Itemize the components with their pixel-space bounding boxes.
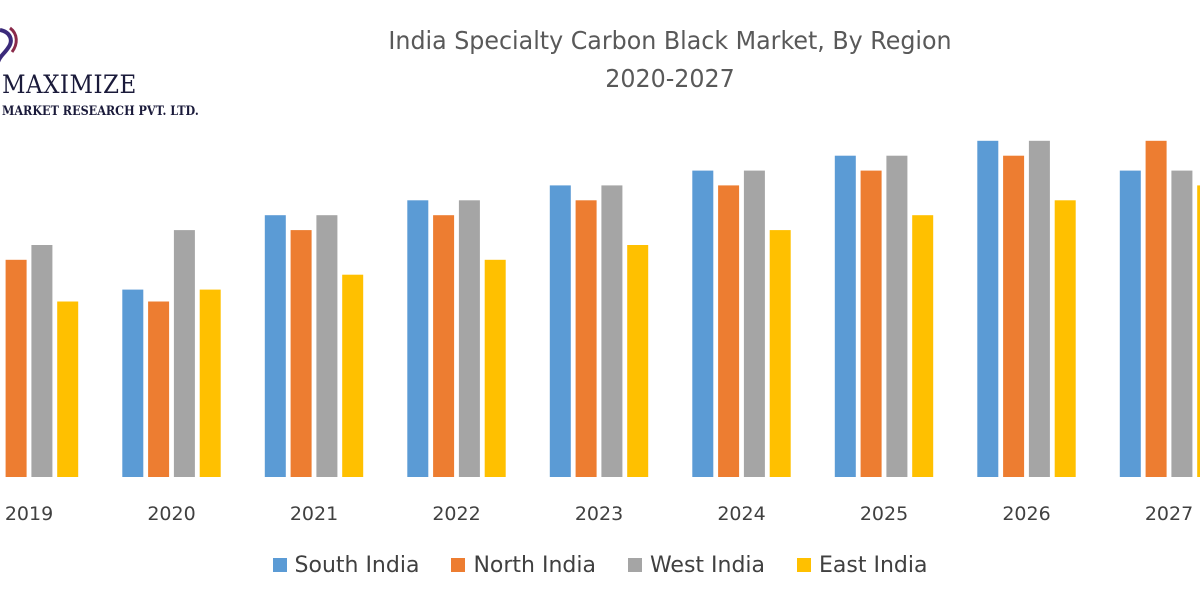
bar-west-india-2026 — [1028, 140, 1050, 478]
legend-swatch — [627, 558, 642, 572]
x-axis-ticks: 2019 2020 2021 2022 2023 2024 2025 2026 2027 — [5, 503, 1193, 525]
bar-east-india-2019 — [57, 301, 79, 477]
x-tick-label: 2025 — [860, 503, 908, 525]
bar-south-india-2025 — [834, 155, 856, 477]
x-tick-label: 2020 — [147, 503, 195, 525]
x-tick-label: 2019 — [5, 503, 53, 525]
bar-west-india-2019 — [31, 245, 53, 477]
bar-north-india-2020 — [148, 301, 170, 477]
legend-item: East India — [797, 553, 927, 578]
legend-label: North India — [473, 553, 596, 578]
bar-north-india-2023 — [575, 200, 597, 478]
x-tick-label: 2026 — [1002, 503, 1050, 525]
bar-east-india-2027 — [1197, 185, 1200, 477]
logo-mark-icon — [0, 26, 18, 63]
legend-swatch — [272, 558, 287, 572]
bar-east-india-2021 — [342, 274, 364, 477]
bar-west-india-2021 — [316, 215, 338, 477]
chart-title-block: India Specialty Carbon Black Market, By … — [270, 22, 1070, 98]
bar-south-india-2022 — [407, 200, 429, 478]
bar-group — [5, 140, 1200, 478]
legend-item: North India — [451, 553, 596, 578]
bar-north-india-2024 — [718, 185, 740, 477]
bar-south-india-2026 — [977, 140, 999, 478]
bar-south-india-2020 — [122, 289, 144, 477]
x-tick-label: 2027 — [1145, 503, 1193, 525]
x-tick-label: 2023 — [575, 503, 623, 525]
bar-west-india-2024 — [743, 170, 765, 477]
legend-label: West India — [649, 553, 766, 578]
bar-west-india-2025 — [886, 155, 908, 477]
bar-north-india-2027 — [1145, 140, 1167, 478]
bar-east-india-2022 — [484, 259, 506, 477]
bar-east-india-2026 — [1054, 200, 1076, 478]
x-tick-label: 2024 — [717, 503, 765, 525]
bar-north-india-2019 — [5, 259, 27, 477]
bar-east-india-2023 — [627, 245, 649, 477]
legend-label: South India — [294, 553, 420, 578]
legend: South India North India West India East Ind… — [0, 553, 1200, 578]
bar-north-india-2022 — [433, 215, 455, 477]
legend-swatch — [797, 558, 812, 572]
x-tick-label: 2021 — [290, 503, 338, 525]
logo-subtitle: MARKET RESEARCH PVT. LTD. — [2, 104, 199, 119]
bar-west-india-2023 — [601, 185, 623, 477]
legend-item: West India — [627, 553, 766, 578]
bar-south-india-2024 — [692, 170, 714, 477]
bar-south-india-2023 — [549, 185, 571, 477]
legend-label: East India — [819, 553, 928, 578]
bar-east-india-2025 — [912, 215, 934, 477]
bar-south-india-2021 — [264, 215, 286, 477]
bar-east-india-2024 — [769, 230, 791, 477]
bar-west-india-2027 — [1171, 170, 1193, 477]
bar-west-india-2022 — [458, 200, 480, 478]
chart-subtitle: 2020-2027 — [605, 64, 735, 93]
bar-north-india-2025 — [860, 170, 882, 477]
bar-north-india-2026 — [1003, 155, 1025, 477]
logo-name: MAXIMIZE — [2, 70, 137, 99]
bar-west-india-2020 — [173, 230, 195, 477]
bar-east-india-2020 — [199, 289, 221, 477]
legend-swatch — [451, 558, 466, 572]
chart-title: India Specialty Carbon Black Market, By … — [388, 26, 952, 55]
bar-chart: 2019 2020 2021 2022 2023 2024 2025 2026 2027 — [5, 140, 1200, 525]
x-tick-label: 2022 — [432, 503, 480, 525]
company-logo: MAXIMIZE MARKET RESEARCH PVT. LTD. — [0, 20, 230, 119]
bar-south-india-2027 — [1119, 170, 1141, 477]
bar-north-india-2021 — [290, 230, 312, 477]
legend-item: South India — [272, 553, 420, 578]
